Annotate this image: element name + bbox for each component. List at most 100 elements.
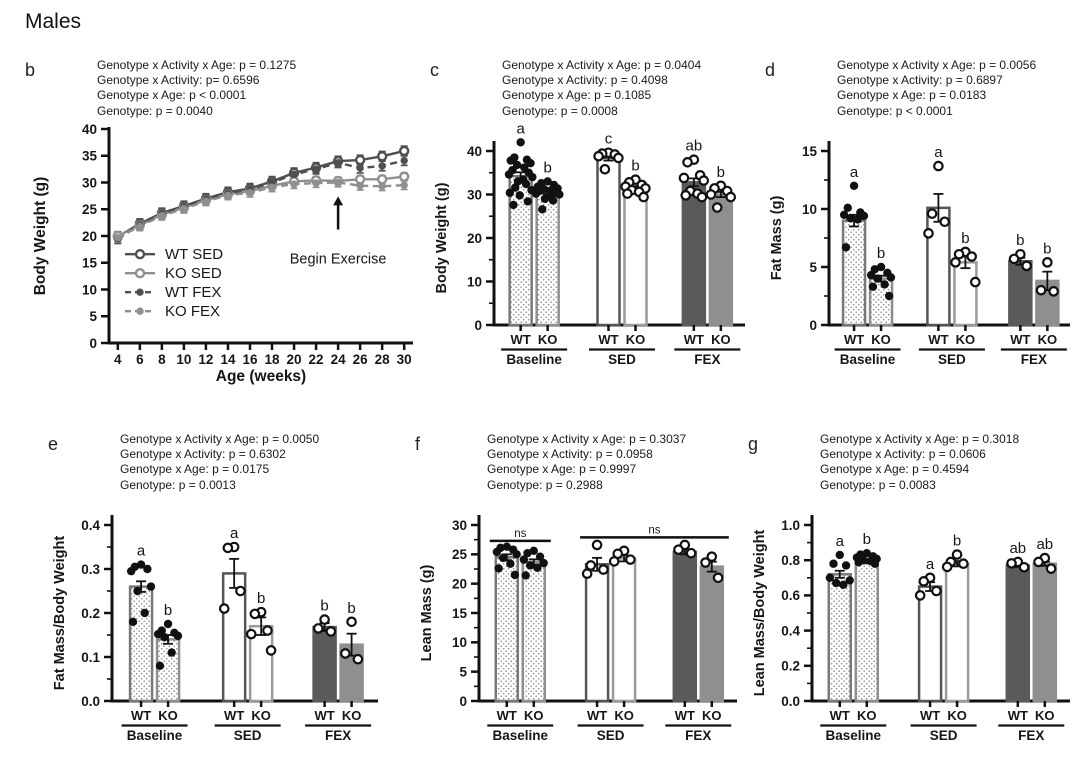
svg-text:b: b (1016, 232, 1024, 249)
svg-text:WT: WT (1008, 708, 1028, 723)
bar-baseline-wt (827, 572, 853, 703)
svg-text:WT: WT (684, 332, 704, 347)
bar-sed-wt (917, 585, 943, 703)
bar-fex-wt (672, 550, 698, 703)
bar-fex-ko (708, 193, 734, 327)
panel-d: d Genotype x Activity x Age: p = 0.0056 … (765, 58, 1080, 383)
svg-text:ab: ab (1036, 536, 1053, 553)
svg-text:Lean Mass/Body Weight: Lean Mass/Body Weight (752, 530, 768, 697)
svg-text:a: a (836, 533, 845, 550)
svg-text:KO: KO (524, 708, 544, 723)
svg-text:KO: KO (626, 332, 646, 347)
svg-text:SED: SED (938, 352, 966, 367)
panel-f-label: f (415, 434, 421, 454)
svg-text:b: b (543, 159, 551, 176)
svg-text:20: 20 (287, 352, 302, 367)
svg-text:KO: KO (158, 708, 178, 723)
stat-line: Genotype x Age: p = 0.1085 (502, 88, 652, 103)
stat-line: Genotype x Age: p = 0.0183 (837, 88, 987, 103)
svg-text:FEX: FEX (685, 728, 711, 743)
svg-text:4: 4 (114, 352, 122, 367)
panel-g-label: g (748, 434, 759, 454)
svg-text:20: 20 (82, 229, 97, 244)
svg-text:FEX: FEX (1021, 352, 1047, 367)
svg-text:25: 25 (452, 547, 468, 562)
svg-text:SED: SED (597, 728, 625, 743)
series-wt-fex (117, 159, 405, 240)
svg-text:ns: ns (514, 528, 526, 540)
svg-text:0.3: 0.3 (81, 562, 100, 577)
panel-g-stats: Genotype x Activity x Age: p = 0.3018 Ge… (820, 432, 1080, 493)
svg-text:b: b (257, 590, 265, 607)
svg-text:30: 30 (82, 175, 97, 190)
svg-text:Baseline: Baseline (127, 728, 183, 743)
svg-text:KO: KO (956, 332, 976, 347)
svg-text:15: 15 (802, 144, 818, 159)
svg-text:FEX: FEX (325, 728, 351, 743)
panel-b-stats: Genotype x Activity x Age: p = 0.1275 Ge… (97, 58, 423, 119)
svg-text:0.1: 0.1 (81, 650, 100, 665)
bar-fex-ko (1032, 562, 1058, 703)
figure-title: Males (25, 10, 82, 33)
svg-text:5: 5 (809, 260, 817, 275)
svg-text:Body Weight (g): Body Weight (g) (434, 182, 450, 293)
svg-text:0.4: 0.4 (81, 518, 100, 533)
bar-sed-ko (944, 562, 970, 703)
bar-fex-wt (1005, 564, 1031, 703)
bar-sed-ko (623, 187, 648, 327)
bar-fex-ko (699, 565, 725, 703)
svg-text:KO: KO (857, 708, 877, 723)
svg-text:14: 14 (220, 352, 236, 367)
svg-text:10: 10 (82, 282, 97, 297)
panel-g: g Genotype x Activity x Age: p = 0.3018 … (748, 432, 1080, 759)
svg-text:SED: SED (608, 352, 636, 367)
svg-text:b: b (863, 531, 871, 548)
stat-line: Genotype: p = 0.0013 (120, 477, 236, 492)
panel-b-label: b (25, 60, 36, 80)
panel-d-label: d (765, 60, 776, 80)
svg-text:KO: KO (342, 708, 362, 723)
svg-text:26: 26 (353, 352, 369, 367)
svg-text:c: c (605, 131, 613, 148)
bar-baseline-wt (128, 585, 154, 703)
svg-text:Baseline: Baseline (493, 728, 549, 743)
svg-text:b: b (717, 164, 725, 181)
panel-c-label: c (430, 60, 439, 80)
svg-text:0: 0 (89, 336, 97, 351)
stat-line: Genotype x Activity x Age: p = 0.0056 (837, 58, 1037, 72)
svg-text:WT: WT (131, 708, 151, 723)
panel-e-label: e (48, 434, 59, 454)
stat-line: Genotype x Activity: p= 0.6596 (97, 73, 260, 88)
stat-line: Genotype x Activity x Age: p = 0.0404 (502, 58, 702, 72)
svg-text:40: 40 (82, 122, 97, 137)
svg-text:15: 15 (82, 255, 98, 270)
svg-text:WT: WT (314, 708, 334, 723)
svg-text:ab: ab (686, 138, 703, 155)
svg-text:30: 30 (452, 518, 467, 533)
svg-text:a: a (230, 525, 239, 542)
panel-d-stats: Genotype x Activity x Age: p = 0.0056 Ge… (837, 58, 1080, 119)
svg-text:b: b (347, 600, 355, 617)
svg-text:Fat Mass/Body Weight: Fat Mass/Body Weight (52, 536, 68, 691)
stat-line: Genotype x Age: p = 0.0175 (120, 462, 270, 477)
svg-text:WT: WT (844, 332, 864, 347)
svg-text:Body Weight (g): Body Weight (g) (32, 177, 49, 296)
svg-text:10: 10 (467, 274, 482, 289)
svg-text:a: a (516, 121, 525, 137)
svg-text:Begin Exercise: Begin Exercise (290, 251, 387, 267)
body-weight-bar-chart: 0 10 20 30 40 Body Weight (g) a WT b KO c WT b KO ab WT… (434, 121, 745, 367)
bar-sed-ko (611, 557, 637, 703)
svg-text:a: a (926, 556, 935, 573)
svg-text:SED: SED (930, 728, 958, 743)
svg-text:WT: WT (511, 332, 531, 347)
panel-e-stats: Genotype x Activity x Age: p = 0.0050 Ge… (120, 432, 393, 493)
panel-c-stats: Genotype x Activity x Age: p = 0.0404 Ge… (502, 58, 755, 119)
stat-line: Genotype x Age: p = 0.4594 (820, 462, 970, 477)
svg-text:KO: KO (614, 708, 634, 723)
svg-text:5: 5 (89, 309, 97, 324)
svg-text:KO: KO (538, 332, 558, 347)
svg-text:KO FEX: KO FEX (165, 303, 220, 320)
svg-text:25: 25 (82, 202, 98, 217)
bar-sed-wt (584, 562, 610, 703)
svg-text:Baseline: Baseline (840, 352, 896, 367)
